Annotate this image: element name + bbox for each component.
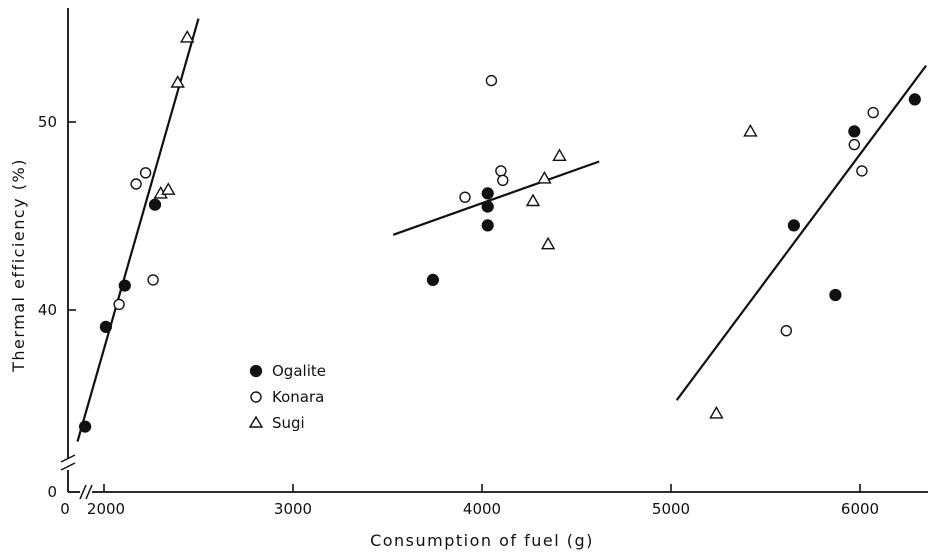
data-point-sugi	[161, 182, 176, 195]
x-tick-label: 2000	[87, 500, 125, 518]
y-tick-label: 40	[38, 301, 57, 319]
data-point-konara	[495, 165, 507, 177]
y-axis-break	[60, 454, 76, 471]
data-point-ogalite	[99, 320, 113, 333]
x-tick-label: 5000	[652, 500, 690, 518]
fit-line-1	[76, 18, 200, 442]
data-point-konara	[780, 325, 792, 337]
x-axis-title: Consumption of fuel (g)	[370, 531, 594, 550]
legend-marker-ogalite	[249, 364, 263, 378]
data-point-sugi	[709, 405, 724, 419]
fit-lines	[76, 18, 927, 442]
fit-line-2	[392, 160, 600, 236]
legend-marker-konara	[250, 391, 262, 403]
data-point-konara	[485, 74, 498, 87]
data-point-ogalite	[787, 219, 801, 232]
data-point-ogalite	[426, 273, 439, 286]
data-point-sugi	[537, 170, 552, 184]
data-point-sugi	[743, 123, 758, 137]
x-tick-label: 4000	[463, 500, 501, 518]
data-point-ogalite	[908, 93, 921, 106]
y-axis-title: Thermal efficiency (%)	[9, 158, 28, 373]
data-point-ogalite	[118, 279, 131, 292]
legend: Ogalite Konara Sugi	[248, 362, 326, 432]
data-point-sugi	[525, 193, 541, 207]
legend-marker-sugi	[248, 415, 264, 428]
data-point-ogalite	[848, 125, 861, 138]
legend-label-konara: Konara	[272, 388, 324, 406]
data-point-konara	[113, 298, 125, 311]
data-point-konara	[856, 165, 868, 177]
data-point-ogalite	[481, 187, 494, 200]
legend-label-sugi: Sugi	[272, 414, 305, 432]
fit-line-3	[675, 64, 927, 401]
data-point-konara	[867, 106, 879, 119]
data-points	[78, 29, 921, 433]
data-point-ogalite	[148, 198, 162, 211]
data-point-sugi	[540, 236, 556, 250]
data-point-ogalite	[481, 200, 494, 213]
legend-label-ogalite: Ogalite	[272, 362, 326, 380]
data-point-sugi	[170, 75, 185, 88]
y-axis: 50 40 0	[38, 8, 76, 501]
data-point-konara	[848, 138, 860, 151]
x-tick-label: 3000	[274, 500, 312, 518]
data-point-sugi	[179, 29, 195, 43]
x-axis: 0 2000 3000 4000 5000 6000	[60, 484, 928, 518]
y-zero-label: 0	[47, 483, 57, 501]
x-axis-break	[79, 484, 93, 500]
y-tick-label: 50	[38, 113, 57, 131]
data-point-konara	[147, 274, 159, 286]
data-point-konara	[497, 174, 509, 187]
data-point-konara	[139, 167, 152, 179]
x-zero-label: 0	[60, 500, 70, 518]
data-point-konara	[459, 191, 471, 203]
data-point-ogalite	[481, 219, 494, 232]
data-point-konara	[130, 178, 142, 190]
data-point-ogalite	[829, 288, 842, 302]
data-point-sugi	[552, 148, 567, 162]
x-tick-label: 6000	[841, 500, 879, 518]
data-point-ogalite	[78, 420, 92, 433]
